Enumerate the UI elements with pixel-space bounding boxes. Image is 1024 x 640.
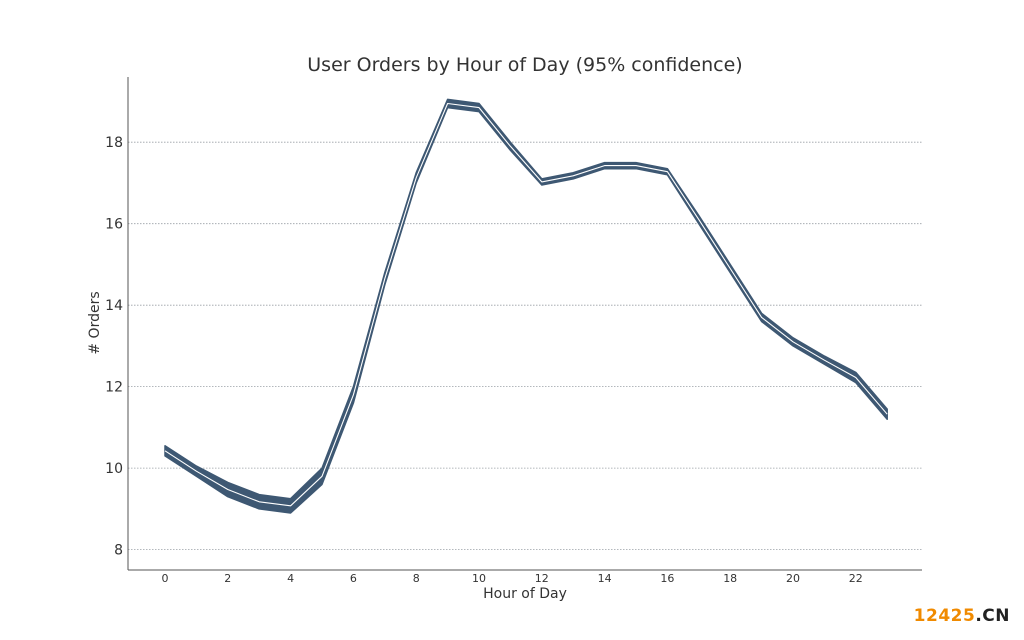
confidence-band-area xyxy=(164,98,888,514)
y-tick-label: 8 xyxy=(114,543,123,559)
x-tick-label: 20 xyxy=(786,572,800,585)
x-tick-label: 16 xyxy=(660,572,674,585)
y-tick-label: 16 xyxy=(105,217,123,233)
watermark-domain: .CN xyxy=(975,606,1010,626)
x-axis-label: Hour of Day xyxy=(483,586,567,602)
x-tick-label: 22 xyxy=(849,572,863,585)
axes xyxy=(127,77,922,571)
y-tick-label: 14 xyxy=(105,298,123,314)
y-axis-label: # Orders xyxy=(87,291,103,354)
watermark-number: 12425 xyxy=(913,606,976,626)
x-tick-label: 2 xyxy=(224,572,231,585)
y-tick-label: 12 xyxy=(105,380,123,396)
chart-title: User Orders by Hour of Day (95% confiden… xyxy=(307,54,742,76)
y-axis: 8 10 12 14 16 18 xyxy=(105,135,123,558)
x-tick-label: 10 xyxy=(472,572,486,585)
x-tick-label: 4 xyxy=(287,572,294,585)
x-tick-label: 0 xyxy=(162,572,169,585)
x-tick-label: 12 xyxy=(535,572,549,585)
x-tick-label: 8 xyxy=(413,572,420,585)
x-tick-label: 6 xyxy=(350,572,357,585)
grid xyxy=(128,141,922,551)
y-tick-label: 18 xyxy=(105,135,123,151)
y-tick-label: 10 xyxy=(105,461,123,477)
x-tick-label: 18 xyxy=(723,572,737,585)
confidence-band xyxy=(164,98,888,514)
mean-line xyxy=(164,102,888,507)
x-tick-label: 14 xyxy=(598,572,612,585)
watermark: 12425.CN xyxy=(914,606,1010,626)
x-axis: 0 2 4 6 8 10 12 14 16 18 20 22 xyxy=(162,572,863,585)
